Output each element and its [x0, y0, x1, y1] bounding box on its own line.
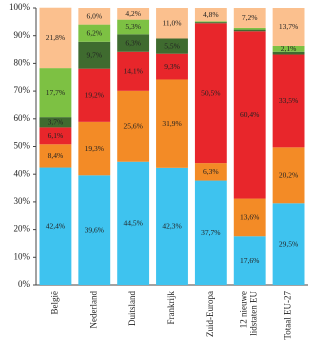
- bar-segment: [39, 144, 72, 168]
- value-label: 6,3%: [125, 38, 141, 47]
- y-tick-label: 90%: [14, 30, 31, 40]
- bar-segment: [194, 22, 227, 24]
- x-tick-label: Nederland: [88, 291, 98, 329]
- bar-segment: [194, 23, 227, 164]
- bar-segment: [233, 236, 266, 285]
- value-label: 42,4%: [46, 221, 65, 230]
- bar-segment: [272, 45, 305, 52]
- value-label: 17,7%: [46, 88, 65, 97]
- bar-segment: [272, 8, 305, 46]
- value-label: 9,3%: [164, 62, 180, 71]
- bar-segment: [117, 51, 150, 91]
- value-label: 11,0%: [162, 18, 181, 27]
- bar-segment: [233, 29, 266, 32]
- chart: 0% 10% 20% 30% 40% 50% 60% 70% 80% 90% 100% 42,4% 8,…: [9, 2, 308, 340]
- value-label: 8,4%: [48, 151, 64, 160]
- bar-segment: [233, 198, 266, 237]
- y-tick-label: 10%: [14, 251, 31, 261]
- value-label: 20,2%: [279, 171, 298, 180]
- bar-segment: [117, 8, 150, 20]
- bar-segment: [117, 19, 150, 35]
- value-label: 29,5%: [279, 239, 298, 248]
- value-label: 6,3%: [203, 167, 219, 176]
- y-tick-label: 0%: [18, 279, 31, 289]
- y-tick-label: 80%: [14, 57, 31, 67]
- bar-segment: [156, 38, 188, 54]
- x-tick-label: België: [49, 291, 59, 315]
- value-label: 31,9%: [162, 119, 181, 128]
- value-label: 17,6%: [240, 256, 259, 265]
- value-label: 19,3%: [85, 144, 104, 153]
- x-tick-label: Zuid-Europa: [205, 291, 215, 337]
- value-label: 50,5%: [201, 88, 220, 97]
- bar-segment: [39, 167, 72, 285]
- bar-segment: [194, 180, 227, 285]
- bar-segment: [194, 21, 227, 23]
- x-tick-label: Duitsland: [127, 291, 137, 326]
- y-tick-label: 70%: [14, 85, 31, 95]
- y-tick-label: 20%: [14, 224, 31, 234]
- bar-segment: [78, 41, 111, 69]
- y-tick-label: 40%: [14, 168, 31, 178]
- bar-segment: [156, 79, 188, 168]
- value-label: 14,1%: [123, 67, 142, 76]
- value-label: 25,6%: [123, 121, 142, 130]
- x-tick-label: 12 nieuwelidstaten EU: [239, 291, 259, 336]
- bar-segment: [194, 163, 227, 181]
- bar-segment: [272, 51, 305, 55]
- value-label: 6,0%: [86, 12, 102, 21]
- value-label: 9,7%: [86, 50, 102, 59]
- value-label: 60,4%: [240, 110, 259, 119]
- bar-segment: [39, 7, 72, 69]
- bar-segment: [156, 8, 188, 39]
- bar-segment: [233, 8, 266, 28]
- bar-segment: [233, 31, 266, 199]
- bar-segment: [78, 175, 111, 285]
- y-tick-label: 50%: [14, 141, 31, 151]
- value-label: 3,7%: [48, 117, 64, 126]
- x-tick-label: Totaal EU-27: [283, 291, 293, 340]
- y-tick-label: 100%: [9, 2, 31, 12]
- y-tick-label: 60%: [14, 113, 31, 123]
- bar-segment: [117, 161, 150, 285]
- bar-segment: [156, 53, 188, 80]
- bar-segment: [117, 90, 150, 162]
- bar-segment: [233, 27, 266, 30]
- y-tick-label: 30%: [14, 196, 31, 206]
- bar-segment: [272, 54, 305, 148]
- value-label: 6,1%: [48, 131, 64, 140]
- bar-segment: [117, 34, 150, 52]
- bar-segment: [156, 167, 188, 285]
- value-label: 5,5%: [164, 41, 180, 50]
- bar-segment: [78, 121, 111, 176]
- value-label: 2,1%: [281, 44, 297, 53]
- value-label: 13,7%: [279, 22, 298, 31]
- value-label: 19,2%: [85, 90, 104, 99]
- value-label: 37,7%: [201, 228, 220, 237]
- bar-segment: [39, 117, 72, 128]
- bar-segment: [78, 24, 111, 42]
- bar-segment: [78, 68, 111, 122]
- bar-segment: [194, 8, 227, 22]
- value-label: 13,6%: [240, 213, 259, 222]
- bar-segment: [272, 147, 305, 204]
- value-label: 42,3%: [162, 222, 181, 231]
- bar-segment: [272, 203, 305, 285]
- value-label: 6,2%: [86, 28, 102, 37]
- value-label: 4,8%: [203, 10, 219, 19]
- bar-segment: [39, 127, 72, 145]
- value-label: 44,5%: [123, 219, 142, 228]
- value-label: 5,3%: [125, 22, 141, 31]
- value-label: 33,5%: [279, 96, 298, 105]
- bar-segment: [78, 8, 111, 25]
- value-label: 7,2%: [242, 13, 258, 22]
- value-label: 4,2%: [125, 9, 141, 18]
- value-label: 39,6%: [85, 225, 104, 234]
- value-label: 21,8%: [46, 33, 65, 42]
- bar-segment: [39, 68, 72, 118]
- x-tick-label: Frankrijk: [166, 291, 176, 325]
